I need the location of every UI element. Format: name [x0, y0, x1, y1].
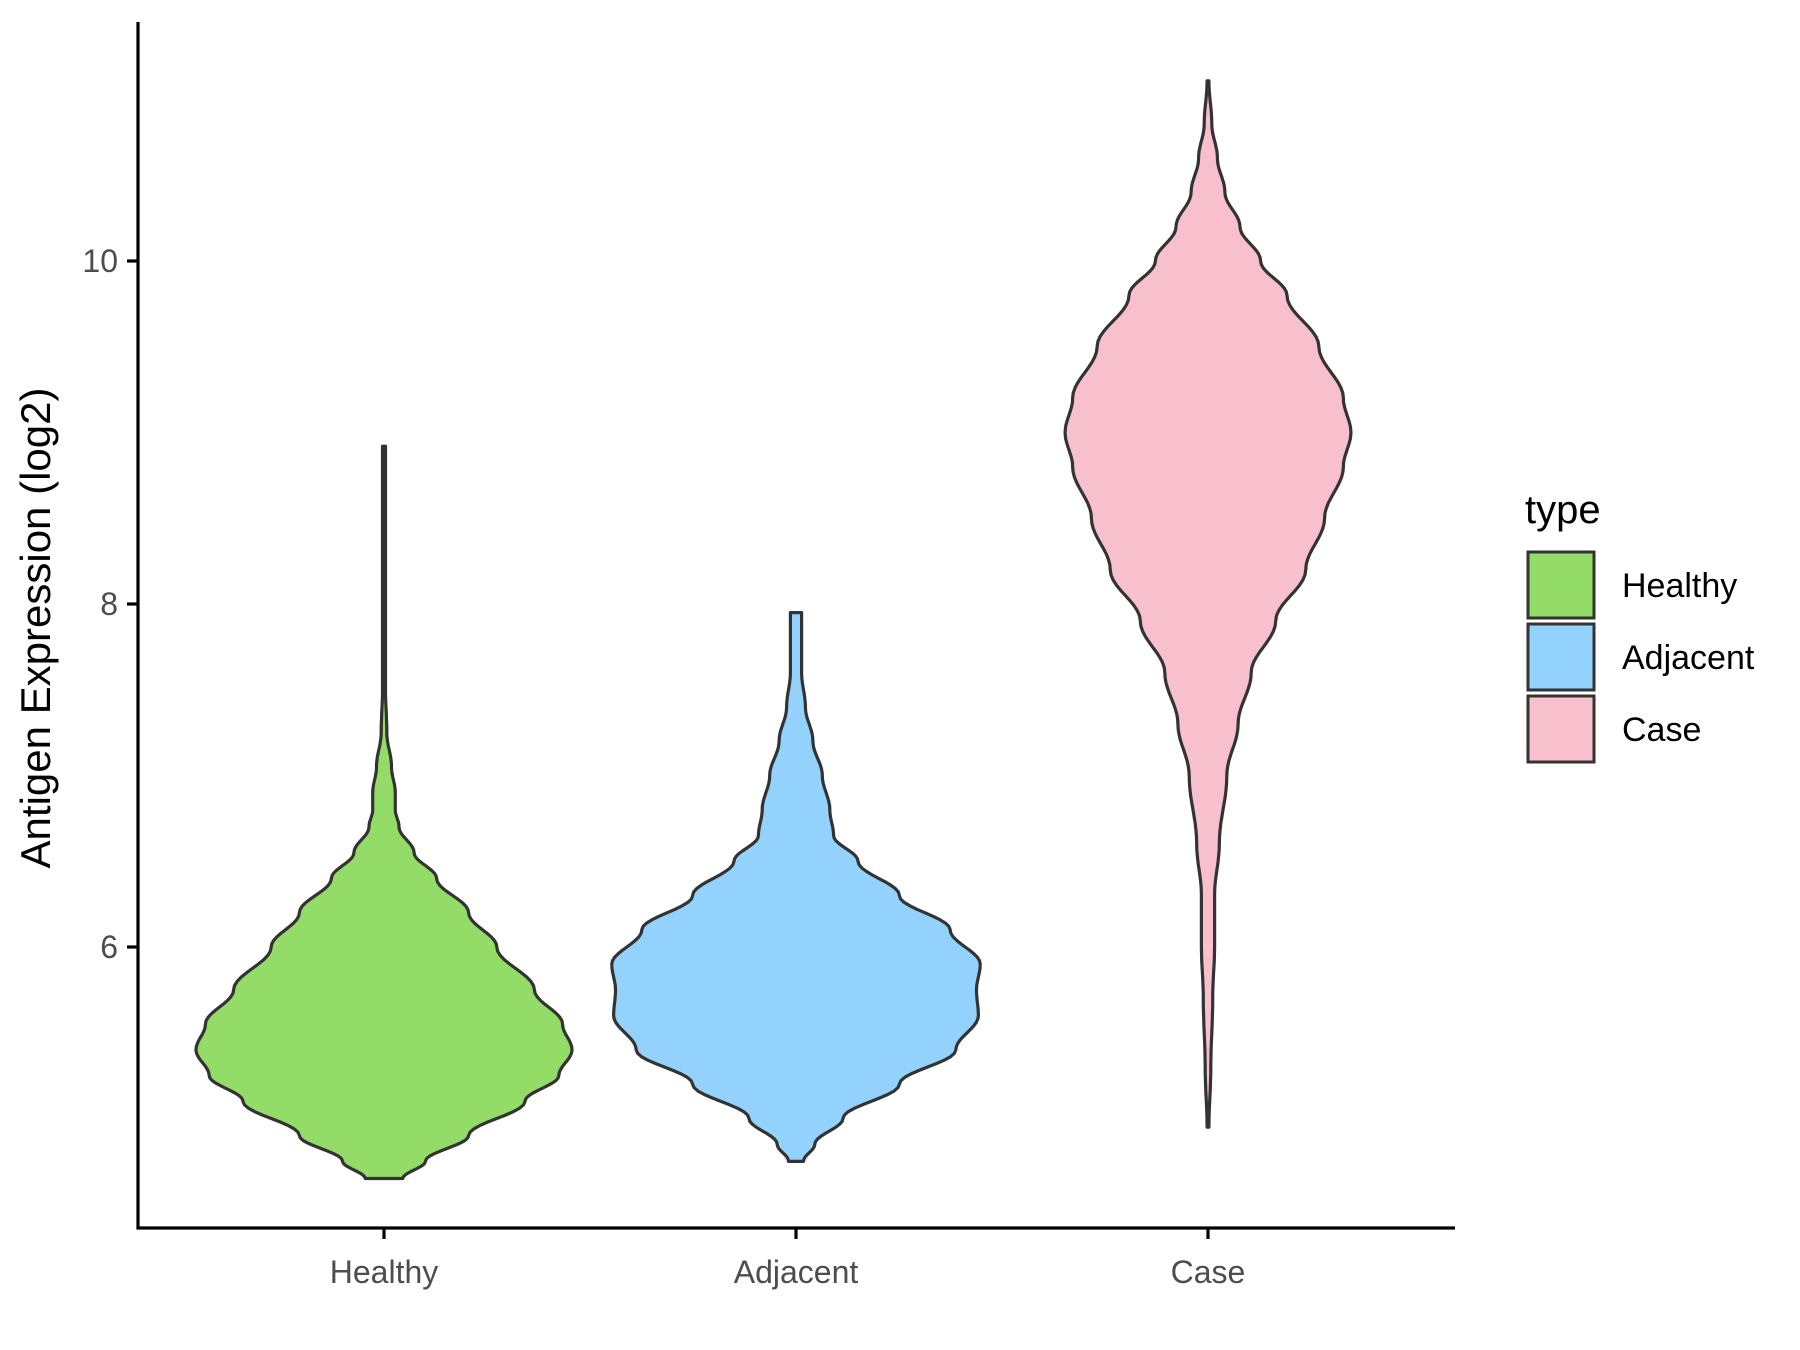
- legend: type Healthy Adjacent Case: [1525, 488, 1755, 764]
- violin-case: [1063, 79, 1353, 1129]
- y-tick-label: 8: [100, 586, 118, 622]
- tick-layer: 6 8 10 Healthy Adjacent Case: [82, 243, 1245, 1290]
- legend-label-healthy: Healthy: [1622, 567, 1737, 605]
- legend-label-case: Case: [1622, 711, 1701, 749]
- y-tick-label: 6: [100, 929, 118, 965]
- legend-key-case: [1526, 694, 1596, 764]
- violin-adjacent: [610, 611, 982, 1163]
- x-tick-label: Adjacent: [734, 1254, 859, 1290]
- y-axis-title: Antigen Expression (log2): [12, 388, 59, 869]
- y-tick-label: 10: [82, 243, 118, 279]
- legend-label-adjacent: Adjacent: [1622, 639, 1755, 677]
- violin-layer: [194, 79, 1353, 1181]
- legend-title: type: [1525, 488, 1601, 532]
- legend-key-adjacent: [1526, 622, 1596, 692]
- violin-healthy: [194, 444, 574, 1181]
- x-tick-label: Case: [1171, 1254, 1246, 1290]
- x-tick-label: Healthy: [330, 1254, 439, 1290]
- legend-key-healthy: [1526, 550, 1596, 620]
